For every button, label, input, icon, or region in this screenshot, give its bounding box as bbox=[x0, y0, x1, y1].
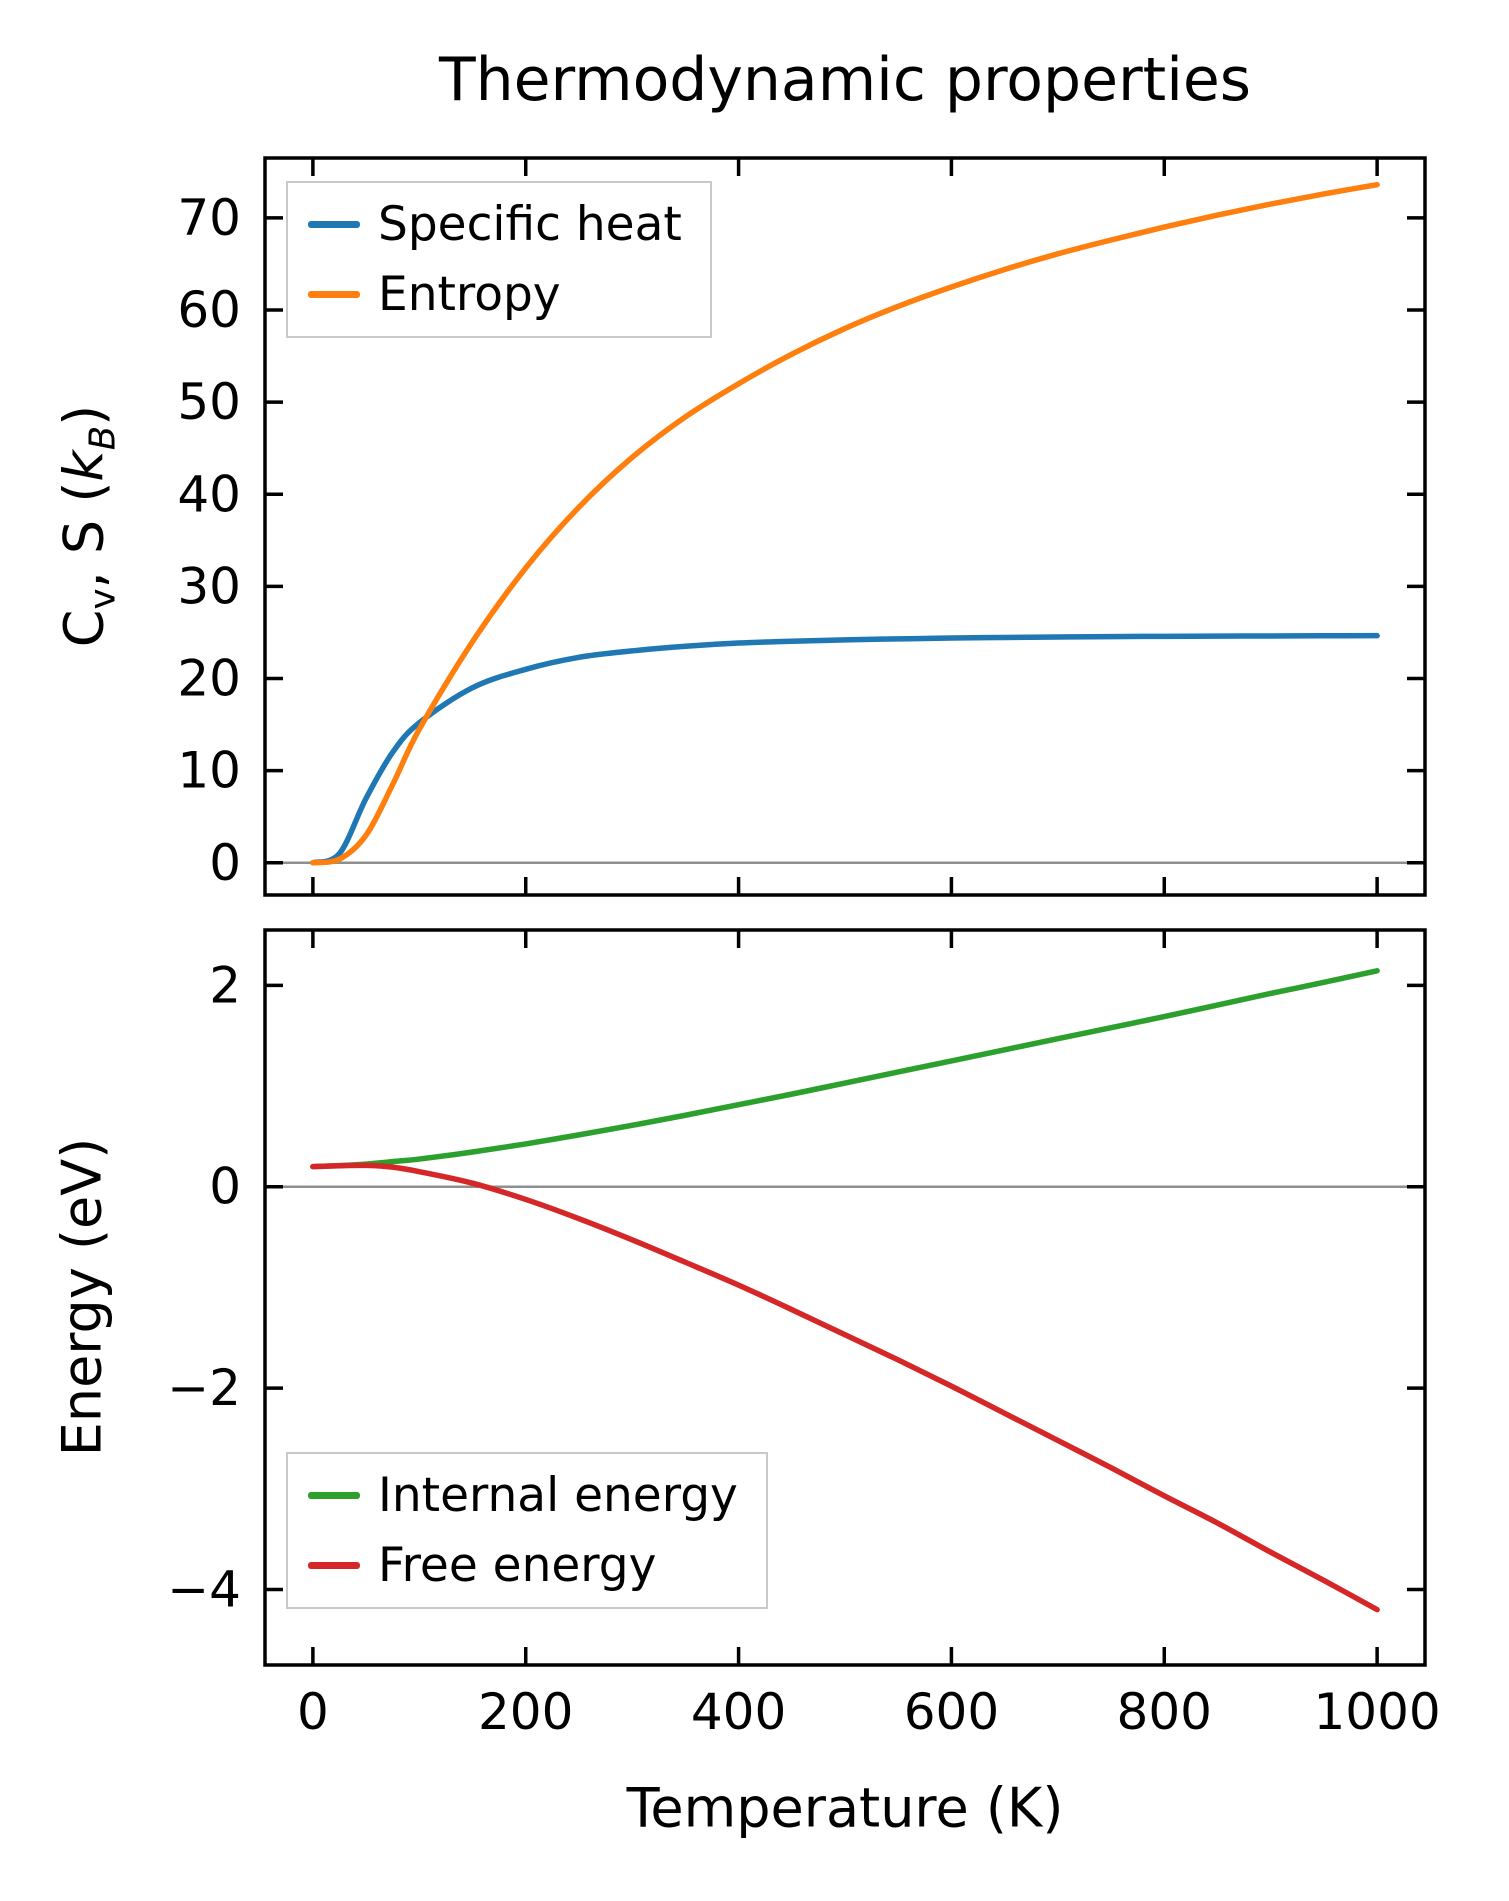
y-tick-label: 10 bbox=[177, 742, 241, 800]
legend-label-entropy: Entropy bbox=[378, 266, 561, 322]
legend-item-internal-energy: Internal energy bbox=[308, 1470, 738, 1522]
series-entropy bbox=[310, 181, 1380, 866]
y-tick-label: 50 bbox=[177, 373, 241, 431]
legend-line-internal-energy bbox=[308, 1492, 360, 1500]
y-tick-label: 30 bbox=[177, 557, 241, 615]
legend-label-specific-heat: Specific heat bbox=[378, 197, 682, 252]
series-specific-heat bbox=[310, 632, 1380, 866]
legend-line-specific-heat bbox=[308, 221, 360, 229]
axes-spines bbox=[263, 156, 1427, 897]
legend-label-free-energy: Free energy bbox=[378, 1537, 657, 1593]
y-tick-label: 40 bbox=[177, 465, 241, 523]
y-tick-label: 0 bbox=[209, 834, 241, 892]
x-tick-label: 1000 bbox=[1313, 1683, 1440, 1741]
x-tick-label: 200 bbox=[478, 1683, 573, 1741]
y-tick-label: 60 bbox=[177, 281, 241, 339]
series-free-energy bbox=[310, 1162, 1380, 1613]
y-tick-label: 0 bbox=[209, 1158, 241, 1216]
x-tick-label: 0 bbox=[297, 1683, 329, 1741]
y-tick-label: 2 bbox=[209, 956, 241, 1014]
y-tick-label: 20 bbox=[177, 650, 241, 708]
legend-item-specific-heat: Specific heat bbox=[308, 199, 682, 251]
y-axis-label-top: Cv, S (kB) bbox=[52, 404, 124, 648]
figure-title: Thermodynamic properties bbox=[438, 45, 1252, 115]
legend-bottom: Internal energy Free energy bbox=[286, 1452, 768, 1610]
y-tick-label: −2 bbox=[167, 1359, 241, 1417]
legend-label-internal-energy: Internal energy bbox=[378, 1468, 738, 1523]
x-tick-label: 600 bbox=[904, 1683, 999, 1741]
series-internal-energy bbox=[310, 968, 1380, 1170]
y-tick-label: −4 bbox=[167, 1560, 241, 1618]
legend-line-free-energy bbox=[308, 1562, 360, 1570]
legend-item-free-energy: Free energy bbox=[308, 1537, 738, 1593]
y-tick-label: 70 bbox=[177, 189, 241, 247]
legend-top: Specific heat Entropy bbox=[286, 181, 712, 339]
x-tick-label: 800 bbox=[1117, 1683, 1212, 1741]
legend-line-entropy bbox=[308, 291, 360, 299]
y-axis-label-bottom: Energy (eV) bbox=[50, 1137, 114, 1457]
legend-item-entropy: Entropy bbox=[308, 266, 682, 322]
x-axis-label: Temperature (K) bbox=[626, 1776, 1064, 1840]
axes-spines bbox=[263, 928, 1427, 1667]
x-tick-label: 400 bbox=[691, 1683, 786, 1741]
